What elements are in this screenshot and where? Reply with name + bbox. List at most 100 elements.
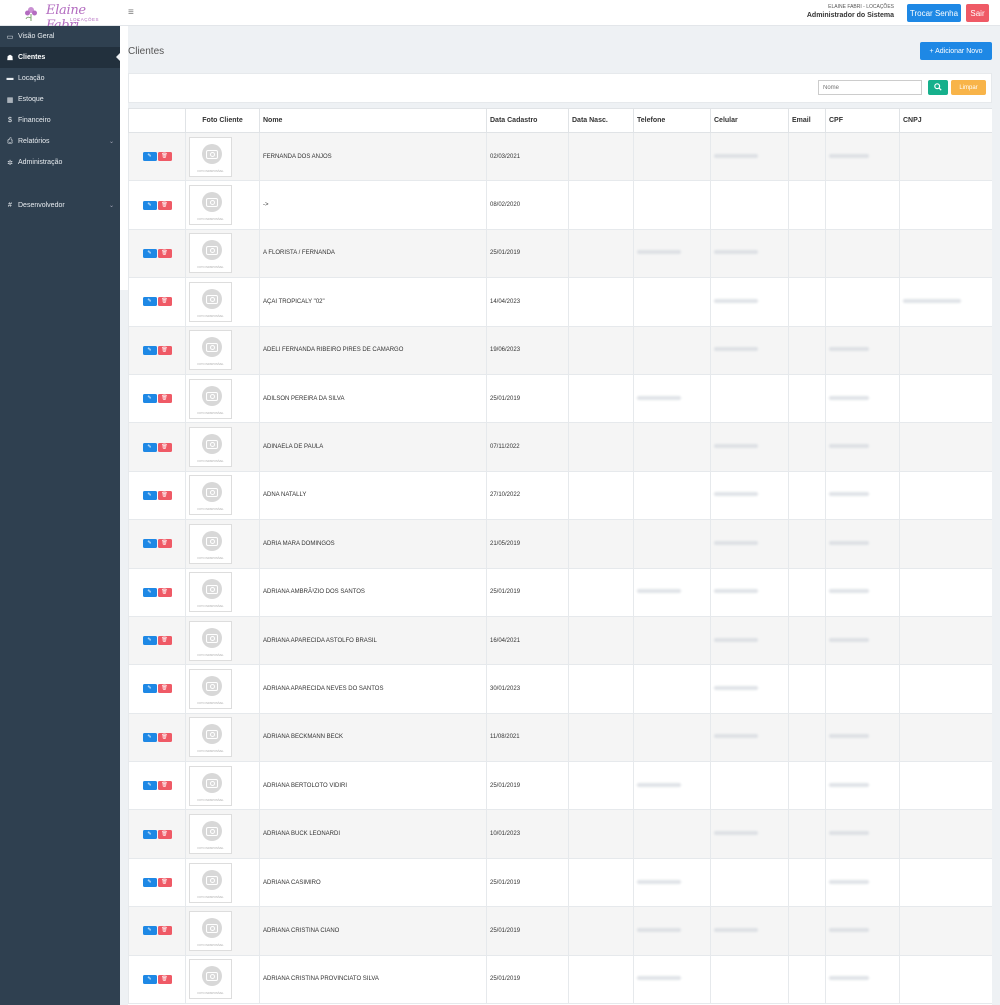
delete-button[interactable]: 🗑 xyxy=(157,200,172,210)
table-row[interactable]: ✎ 🗑 FOTO INDISPONÍVEL ADRIANA CRISTINA CIAN… xyxy=(128,906,992,956)
delete-button[interactable]: 🗑 xyxy=(157,829,172,839)
menu-toggle-icon[interactable]: ≡ xyxy=(128,7,134,18)
column-header-phone[interactable]: Telefone xyxy=(633,108,711,133)
client-photo[interactable]: FOTO INDISPONÍVEL xyxy=(189,717,232,758)
client-photo[interactable]: FOTO INDISPONÍVEL xyxy=(189,427,232,468)
column-header-photo[interactable]: Foto Cliente xyxy=(185,108,260,133)
delete-button[interactable]: 🗑 xyxy=(157,490,172,500)
table-row[interactable]: ✎ 🗑 FOTO INDISPONÍVEL ADNA NATALLY 27/10/202… xyxy=(128,470,992,521)
delete-button[interactable]: 🗑 xyxy=(157,248,172,258)
edit-button[interactable]: ✎ xyxy=(142,829,157,839)
delete-button[interactable]: 🗑 xyxy=(157,926,172,936)
edit-button[interactable]: ✎ xyxy=(142,539,157,549)
chevron-down-icon: ⌄ xyxy=(108,139,114,145)
sidebar-item-desenvolvedor[interactable]: # Desenvolvedor ⌄ xyxy=(0,195,120,216)
sidebar-item-clientes[interactable]: ☗ Clientes xyxy=(0,47,120,68)
delete-button[interactable]: 🗑 xyxy=(157,781,172,791)
edit-button[interactable]: ✎ xyxy=(142,684,157,694)
trash-icon: 🗑 xyxy=(161,346,168,353)
column-header-register-date[interactable]: Data Cadastro xyxy=(486,108,569,133)
table-row[interactable]: ✎ 🗑 FOTO INDISPONÍVEL FERNANDA DOS ANJOS 02/… xyxy=(128,131,992,182)
sidebar-item-administracao[interactable]: ✲ Administração xyxy=(0,152,120,173)
table-row[interactable]: ✎ 🗑 FOTO INDISPONÍVEL AÇAI TROPICALY "02" 14… xyxy=(128,277,992,327)
delete-button[interactable]: 🗑 xyxy=(157,878,172,888)
edit-button[interactable]: ✎ xyxy=(142,490,157,500)
client-photo[interactable]: FOTO INDISPONÍVEL xyxy=(189,281,232,322)
table-row[interactable]: ✎ 🗑 FOTO INDISPONÍVEL ADRIANA CRISTINA PROV… xyxy=(128,954,992,1005)
table-row[interactable]: ✎ 🗑 FOTO INDISPONÍVEL ADRIANA APARECIDA AST… xyxy=(128,615,992,666)
clear-button[interactable]: Limpar xyxy=(951,80,986,95)
client-photo[interactable]: FOTO INDISPONÍVEL xyxy=(189,620,232,661)
client-photo[interactable]: FOTO INDISPONÍVEL xyxy=(189,668,232,709)
change-password-button[interactable]: Trocar Senha xyxy=(907,4,961,22)
column-header-birth-date[interactable]: Data Nasc. xyxy=(568,108,634,133)
edit-button[interactable]: ✎ xyxy=(142,878,157,888)
edit-button[interactable]: ✎ xyxy=(142,345,157,355)
edit-button[interactable]: ✎ xyxy=(142,636,157,646)
column-header-cpf[interactable]: CPF xyxy=(825,108,900,133)
column-header-email[interactable]: Email xyxy=(788,108,826,133)
edit-button[interactable]: ✎ xyxy=(142,297,157,307)
client-photo[interactable]: FOTO INDISPONÍVEL xyxy=(189,233,232,274)
sidebar-item-financeiro[interactable]: $ Financeiro xyxy=(0,110,120,131)
logout-button[interactable]: Sair xyxy=(966,4,989,22)
client-photo[interactable]: FOTO INDISPONÍVEL xyxy=(189,572,232,613)
edit-button[interactable]: ✎ xyxy=(142,781,157,791)
table-row[interactable]: ✎ 🗑 FOTO INDISPONÍVEL A FLORISTA / FERNANDA… xyxy=(128,228,992,279)
sidebar-item-visao-geral[interactable]: ▭ Visão Geral xyxy=(0,26,120,47)
client-photo[interactable]: FOTO INDISPONÍVEL xyxy=(189,959,232,1000)
edit-button[interactable]: ✎ xyxy=(142,394,157,404)
edit-button[interactable]: ✎ xyxy=(142,732,157,742)
delete-button[interactable]: 🗑 xyxy=(157,394,172,404)
table-row[interactable]: ✎ 🗑 FOTO INDISPONÍVEL ADRIA MARA DOMINGOS 21… xyxy=(128,519,992,569)
edit-button[interactable]: ✎ xyxy=(142,248,157,258)
table-row[interactable]: ✎ 🗑 FOTO INDISPONÍVEL ADILSON PEREIRA DA SI… xyxy=(128,373,992,424)
client-photo[interactable]: FOTO INDISPONÍVEL xyxy=(189,765,232,806)
client-photo[interactable]: FOTO INDISPONÍVEL xyxy=(189,378,232,419)
name-search-input[interactable] xyxy=(818,80,922,95)
client-photo[interactable]: FOTO INDISPONÍVEL xyxy=(189,185,232,226)
search-button[interactable] xyxy=(928,80,948,95)
client-photo[interactable]: FOTO INDISPONÍVEL xyxy=(189,814,232,855)
column-header-mobile[interactable]: Celular xyxy=(710,108,789,133)
edit-button[interactable]: ✎ xyxy=(142,926,157,936)
edit-button[interactable]: ✎ xyxy=(142,152,157,162)
edit-button[interactable]: ✎ xyxy=(142,442,157,452)
column-header-cnpj[interactable]: CNPJ xyxy=(899,108,992,133)
delete-button[interactable]: 🗑 xyxy=(157,442,172,452)
client-photo[interactable]: FOTO INDISPONÍVEL xyxy=(189,475,232,516)
client-photo[interactable]: FOTO INDISPONÍVEL xyxy=(189,330,232,371)
delete-button[interactable]: 🗑 xyxy=(157,539,172,549)
sidebar-item-locacao[interactable]: ▬ Locação xyxy=(0,68,120,89)
table-row[interactable]: ✎ 🗑 FOTO INDISPONÍVEL -> 08/02/2020 xyxy=(128,180,992,230)
table-row[interactable]: ✎ 🗑 FOTO INDISPONÍVEL ADELI FERNANDA RIBEIR… xyxy=(128,325,992,375)
edit-button[interactable]: ✎ xyxy=(142,974,157,984)
table-row[interactable]: ✎ 🗑 FOTO INDISPONÍVEL ADINAELA DE PAULA 07/1… xyxy=(128,422,992,472)
client-photo[interactable]: FOTO INDISPONÍVEL xyxy=(189,136,232,177)
delete-button[interactable]: 🗑 xyxy=(157,684,172,694)
client-photo[interactable]: FOTO INDISPONÍVEL xyxy=(189,910,232,951)
brand-logo[interactable]: Elaine Fabri LOCAÇÕES xyxy=(22,2,122,33)
table-row[interactable]: ✎ 🗑 FOTO INDISPONÍVEL ADRIANA BERTOLOTO VID… xyxy=(128,761,992,811)
table-row[interactable]: ✎ 🗑 FOTO INDISPONÍVEL ADRIANA BUCK LEONARDI… xyxy=(128,809,992,859)
client-photo[interactable]: FOTO INDISPONÍVEL xyxy=(189,862,232,903)
delete-button[interactable]: 🗑 xyxy=(157,297,172,307)
delete-button[interactable]: 🗑 xyxy=(157,636,172,646)
table-row[interactable]: ✎ 🗑 FOTO INDISPONÍVEL ADRIANA AMBRÃ³ZIO DOS… xyxy=(128,567,992,617)
delete-button[interactable]: 🗑 xyxy=(157,732,172,742)
edit-button[interactable]: ✎ xyxy=(142,587,157,597)
sidebar-item-relatorios[interactable]: ⎙ Relatórios ⌄ xyxy=(0,131,120,152)
delete-button[interactable]: 🗑 xyxy=(157,345,172,355)
table-row[interactable]: ✎ 🗑 FOTO INDISPONÍVEL ADRIANA BECKMANN BECK… xyxy=(128,712,992,763)
column-header-name[interactable]: Nome xyxy=(259,108,487,133)
client-photo[interactable]: FOTO INDISPONÍVEL xyxy=(189,523,232,564)
delete-button[interactable]: 🗑 xyxy=(157,974,172,984)
add-new-button[interactable]: + Adicionar Novo xyxy=(920,42,992,60)
phone-cell xyxy=(633,809,711,859)
table-row[interactable]: ✎ 🗑 FOTO INDISPONÍVEL ADRIANA APARECIDA NEV… xyxy=(128,664,992,714)
edit-button[interactable]: ✎ xyxy=(142,200,157,210)
sidebar-item-estoque[interactable]: ▦ Estoque xyxy=(0,89,120,110)
table-row[interactable]: ✎ 🗑 FOTO INDISPONÍVEL ADRIANA CASIMIRO 25/01… xyxy=(128,857,992,908)
delete-button[interactable]: 🗑 xyxy=(157,587,172,597)
delete-button[interactable]: 🗑 xyxy=(157,152,172,162)
